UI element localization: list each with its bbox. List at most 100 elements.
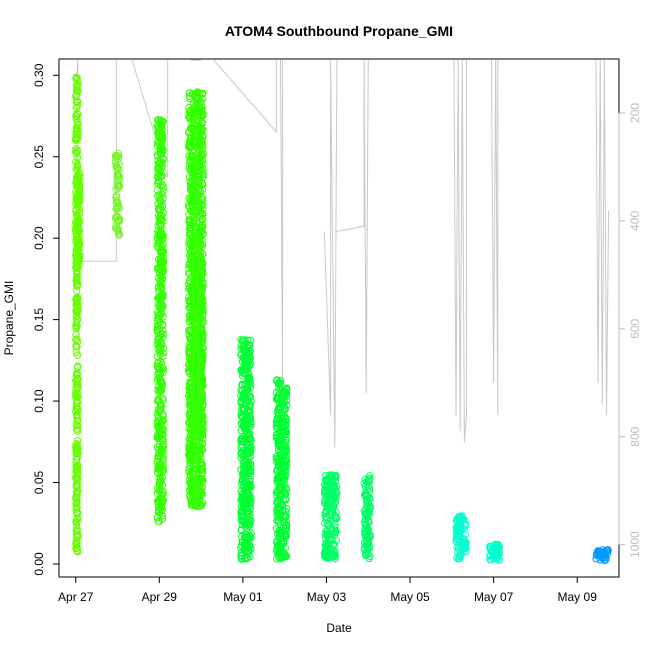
data-point: [73, 389, 82, 398]
data-point: [274, 391, 283, 399]
data-point: [243, 343, 251, 352]
data-point: [186, 218, 194, 226]
data-point: [282, 392, 290, 400]
x-tick-label: May 01: [223, 590, 263, 604]
data-point: [198, 439, 206, 447]
data-point: [153, 419, 162, 428]
data-point: [156, 475, 165, 483]
data-point: [199, 141, 207, 149]
data-point: [279, 474, 287, 482]
data-point: [280, 472, 288, 480]
data-point: [332, 514, 340, 523]
data-point: [153, 513, 162, 522]
data-point: [197, 98, 205, 106]
data-point: [157, 337, 165, 346]
data-point: [278, 436, 286, 444]
data-point: [323, 502, 331, 511]
data-point: [238, 435, 247, 443]
x-axis: Apr 27 Apr 29 May 01 May 03 May 05 May 07 May …: [58, 576, 597, 604]
data-point: [114, 198, 122, 207]
data-point: [237, 543, 245, 552]
data-point: [239, 476, 247, 484]
data-point: [184, 201, 193, 209]
data-point: [185, 103, 193, 112]
data-point: [73, 363, 82, 371]
data-point: [155, 427, 163, 436]
data-point: [194, 362, 203, 370]
data-point: [157, 173, 165, 181]
data-point: [73, 461, 82, 469]
data-point: [158, 199, 166, 207]
data-point: [190, 100, 198, 108]
data-point: [72, 490, 81, 498]
data-point: [186, 259, 194, 267]
data-point: [273, 414, 281, 423]
data-point: [153, 151, 162, 159]
data-point: [243, 421, 251, 429]
data-point: [197, 350, 206, 358]
data-point: [322, 498, 330, 507]
y-tick-label: 0.15: [32, 308, 46, 332]
data-point: [73, 527, 81, 535]
y-tick-label: 0.30: [32, 63, 46, 87]
data-point: [247, 336, 255, 345]
data-point: [73, 102, 82, 110]
data-point: [279, 517, 288, 525]
data-point: [155, 389, 163, 397]
data-point: [192, 262, 200, 271]
data-point: [194, 258, 202, 267]
data-point: [275, 518, 283, 526]
data-point: [365, 518, 373, 526]
data-point: [327, 476, 335, 484]
data-point: [237, 508, 245, 516]
data-point: [330, 513, 339, 521]
data-point: [73, 494, 81, 502]
data-point: [196, 254, 204, 262]
data-point: [73, 160, 81, 168]
data-point: [74, 171, 82, 180]
data-point: [360, 479, 368, 488]
data-point: [74, 215, 82, 224]
data-point: [274, 530, 282, 538]
data-point: [461, 539, 469, 547]
data-point: [188, 501, 197, 510]
data-point: [193, 269, 202, 278]
data-point: [195, 325, 203, 333]
data-point: [114, 201, 122, 210]
data-point: [460, 540, 469, 548]
data-point: [154, 322, 162, 331]
data-point: [199, 376, 207, 384]
data-point: [452, 532, 461, 541]
data-point: [452, 523, 460, 532]
data-point: [186, 156, 195, 164]
data-point: [275, 533, 283, 541]
data-point: [492, 541, 501, 549]
data-point: [73, 487, 82, 495]
data-point: [197, 313, 205, 321]
data-point: [190, 193, 198, 201]
data-point: [364, 517, 373, 525]
data-point: [114, 155, 122, 163]
data-point: [274, 500, 282, 508]
data-point: [73, 312, 81, 320]
x-tick-label: May 07: [474, 590, 514, 604]
data-point: [194, 198, 202, 206]
data-point: [188, 443, 196, 452]
data-point: [73, 532, 81, 541]
data-point: [191, 113, 199, 121]
data-point: [194, 143, 203, 152]
data-point: [195, 407, 203, 415]
data-point: [246, 460, 255, 468]
data-point: [159, 450, 168, 459]
data-point: [366, 495, 374, 503]
data-point: [199, 418, 207, 427]
data-point: [237, 366, 245, 374]
data-point: [191, 267, 200, 275]
data-point: [198, 470, 206, 479]
data-point: [330, 529, 338, 537]
data-point: [280, 427, 288, 436]
data-point: [75, 255, 84, 264]
data-point: [154, 517, 163, 525]
data-point: [73, 469, 82, 477]
data-point: [461, 544, 469, 553]
